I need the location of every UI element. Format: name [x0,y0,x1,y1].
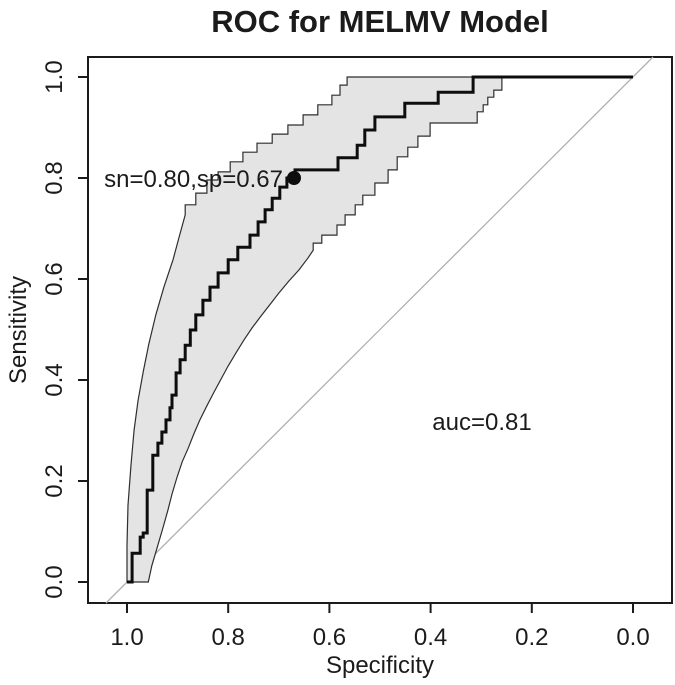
auc-annotation: auc=0.81 [432,409,531,436]
x-tick-label: 0.4 [414,624,447,651]
y-tick-label: 0.0 [41,565,68,598]
x-tick-label: 0.2 [515,624,548,651]
y-tick-label: 0.6 [41,262,68,295]
operating-point-label: sn=0.80,sp=0.67 [104,166,283,193]
diagonal-reference-line [105,56,654,604]
y-axis: 0.0 0.2 0.4 0.6 0.8 1.0 [41,60,88,599]
x-tick-label: 1.0 [110,624,143,651]
y-tick-label: 0.8 [41,161,68,194]
confidence-band [126,76,503,583]
plot-frame [87,56,673,604]
roc-curve [127,75,633,584]
y-tick-label: 1.0 [41,60,68,93]
x-tick-label: 0.6 [313,624,346,651]
x-tick-label: 0.8 [212,624,245,651]
y-axis-title: Sensitivity [5,276,32,384]
y-tick-label: 0.2 [41,464,68,497]
y-tick-label: 0.4 [41,363,68,396]
chart-title: ROC for MELMV Model [211,4,549,39]
x-axis-title: Specificity [326,652,434,679]
operating-point-marker [287,171,301,185]
x-tick-label: 0.0 [616,624,649,651]
x-axis: 1.0 0.8 0.6 0.4 0.2 0.0 [110,603,650,651]
